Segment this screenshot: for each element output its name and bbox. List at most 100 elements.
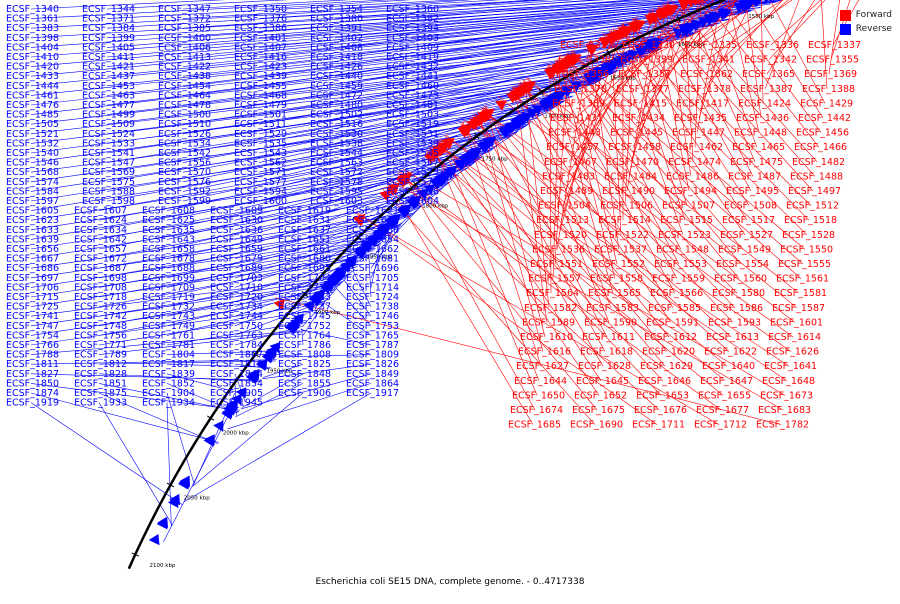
gene-label: ECSF_1356 bbox=[556, 69, 609, 80]
gene-label: ECSF_1673 bbox=[760, 390, 813, 401]
gene-label: ECSF_1486 bbox=[666, 171, 719, 182]
gene-label: ECSF_1370 bbox=[554, 84, 607, 95]
gene-label: ECSF_1613 bbox=[706, 332, 759, 343]
gene-arrow bbox=[149, 534, 160, 545]
gene-label: ECSF_1622 bbox=[704, 347, 757, 358]
gene-label: ECSF_1338 bbox=[558, 55, 611, 66]
gene-label: ECSF_1906 bbox=[278, 388, 331, 399]
kbp-tick-label: 2050 kbp bbox=[184, 495, 210, 501]
gene-label: ECSF_1674 bbox=[510, 405, 563, 416]
gene-label: ECSF_1339 bbox=[620, 55, 673, 66]
gene-label: ECSF_1620 bbox=[642, 347, 695, 358]
kbp-tick-label: 2100 kbp bbox=[150, 563, 176, 569]
gene-label: ECSF_1641 bbox=[764, 361, 817, 372]
gene-label: ECSF_1610 bbox=[520, 332, 573, 343]
label-connector bbox=[31, 403, 182, 505]
gene-label: ECSF_1466 bbox=[794, 142, 847, 153]
gene-label: ECSF_1488 bbox=[790, 171, 843, 182]
gene-label: ECSF_1580 bbox=[712, 288, 765, 299]
gene-label: ECSF_1520 bbox=[534, 230, 587, 241]
gene-label: ECSF_1590 bbox=[584, 317, 637, 328]
gene-label: ECSF_1436 bbox=[736, 113, 789, 124]
gene-label: ECSF_1626 bbox=[766, 347, 819, 358]
gene-label: ECSF_1589 bbox=[522, 317, 575, 328]
gene-label: ECSF_1431 bbox=[550, 113, 603, 124]
gene-label: ECSF_1553 bbox=[654, 259, 707, 270]
gene-label: ECSF_1482 bbox=[792, 157, 845, 168]
gene-label: ECSF_1475 bbox=[730, 157, 783, 168]
gene-label: ECSF_1388 bbox=[802, 84, 855, 95]
kbp-tick-label: 2000 kbp bbox=[223, 430, 249, 436]
gene-label: ECSF_1685 bbox=[508, 420, 561, 431]
gene-label: ECSF_1690 bbox=[570, 420, 623, 431]
gene-label: ECSF_1549 bbox=[718, 244, 771, 255]
gene-label: ECSF_1551 bbox=[530, 259, 583, 270]
label-connector bbox=[163, 403, 235, 542]
reverse-swatch bbox=[840, 24, 851, 35]
gene-label: ECSF_1675 bbox=[572, 405, 625, 416]
gene-label: ECSF_1389 bbox=[552, 98, 605, 109]
gene-label: ECSF_1629 bbox=[640, 361, 693, 372]
gene-label: ECSF_1341 bbox=[682, 55, 735, 66]
gene-label: ECSF_1536 bbox=[532, 244, 585, 255]
gene-label: ECSF_1435 bbox=[674, 113, 727, 124]
gene-label: ECSF_1458 bbox=[608, 142, 661, 153]
strand-legend: Forward Reverse bbox=[840, 8, 892, 36]
gene-label: ECSF_1355 bbox=[806, 55, 859, 66]
gene-label: ECSF_1465 bbox=[732, 142, 785, 153]
gene-label: ECSF_1327 bbox=[560, 40, 613, 51]
gene-label: ECSF_1655 bbox=[698, 390, 751, 401]
gene-label: ECSF_1522 bbox=[596, 230, 649, 241]
gene-label: ECSF_1365 bbox=[742, 69, 795, 80]
gene-label: ECSF_1640 bbox=[702, 361, 755, 372]
gene-label: ECSF_1487 bbox=[728, 171, 781, 182]
gene-label: ECSF_1504 bbox=[538, 201, 591, 212]
gene-label: ECSF_1357 bbox=[618, 69, 671, 80]
gene-label: ECSF_1583 bbox=[586, 303, 639, 314]
gene-label: ECSF_1561 bbox=[776, 274, 829, 285]
gene-label: ECSF_1448 bbox=[734, 128, 787, 139]
gene-label: ECSF_1513 bbox=[536, 215, 589, 226]
gene-label: ECSF_1335 bbox=[684, 40, 737, 51]
label-connector bbox=[433, 145, 537, 396]
gene-label: ECSF_1494 bbox=[664, 186, 717, 197]
gene-label: ECSF_1342 bbox=[744, 55, 797, 66]
map-caption: Escherichia coli SE15 DNA, complete geno… bbox=[0, 577, 900, 587]
legend-reverse-label: Reverse bbox=[856, 24, 892, 34]
gene-label: ECSF_1646 bbox=[638, 376, 691, 387]
gene-label: ECSF_1683 bbox=[758, 405, 811, 416]
gene-label: ECSF_1527 bbox=[720, 230, 773, 241]
gene-label: ECSF_1586 bbox=[710, 303, 763, 314]
gene-label: ECSF_1917 bbox=[346, 388, 399, 399]
gene-label: ECSF_1618 bbox=[580, 347, 633, 358]
label-connector bbox=[99, 403, 172, 525]
legend-forward: Forward bbox=[840, 8, 892, 22]
gene-label: ECSF_1566 bbox=[650, 288, 703, 299]
gene-label: ECSF_1362 bbox=[680, 69, 733, 80]
gene-label: ECSF_1378 bbox=[678, 84, 731, 95]
gene-label: ECSF_1337 bbox=[808, 40, 861, 51]
gene-label: ECSF_1565 bbox=[588, 288, 641, 299]
gene-label: ECSF_1523 bbox=[658, 230, 711, 241]
gene-label: ECSF_1369 bbox=[804, 69, 857, 80]
gene-label: ECSF_1443 bbox=[548, 128, 601, 139]
gene-label: ECSF_1552 bbox=[592, 259, 645, 270]
gene-label: ECSF_1506 bbox=[600, 201, 653, 212]
gene-label: ECSF_1650 bbox=[512, 390, 565, 401]
gene-label: ECSF_1445 bbox=[610, 128, 663, 139]
gene-label: ECSF_1495 bbox=[726, 186, 779, 197]
gene-label: ECSF_1330 bbox=[622, 40, 675, 51]
gene-label: ECSF_1417 bbox=[676, 98, 729, 109]
kbp-tick-label: 1550 kbp bbox=[748, 14, 774, 20]
gene-label: ECSF_1434 bbox=[612, 113, 665, 124]
gene-label: ECSF_1518 bbox=[784, 215, 837, 226]
gene-label: ECSF_1647 bbox=[700, 376, 753, 387]
gene-label: ECSF_1591 bbox=[646, 317, 699, 328]
gene-label: ECSF_1514 bbox=[598, 215, 651, 226]
gene-label: ECSF_1490 bbox=[602, 186, 655, 197]
legend-reverse: Reverse bbox=[840, 22, 892, 36]
gene-label: ECSF_1550 bbox=[780, 244, 833, 255]
gene-label: ECSF_1782 bbox=[756, 420, 809, 431]
gene-label: ECSF_1644 bbox=[514, 376, 567, 387]
gene-label: ECSF_1429 bbox=[800, 98, 853, 109]
